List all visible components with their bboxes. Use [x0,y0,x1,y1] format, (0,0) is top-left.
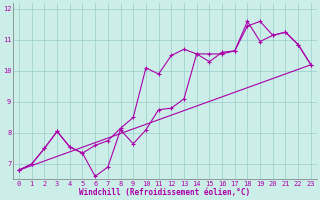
X-axis label: Windchill (Refroidissement éolien,°C): Windchill (Refroidissement éolien,°C) [79,188,251,197]
